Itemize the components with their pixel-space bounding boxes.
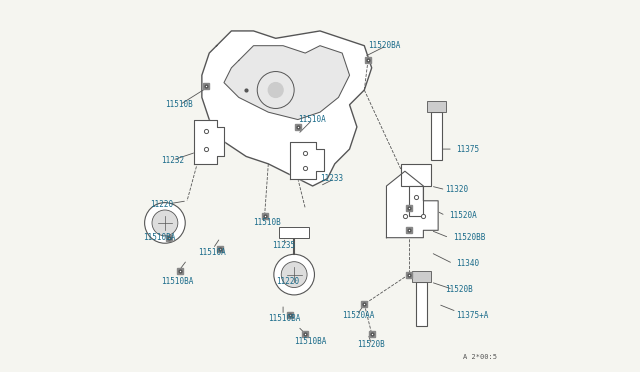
Circle shape	[152, 210, 178, 236]
Text: 11510BA: 11510BA	[294, 337, 326, 346]
Text: 11510A: 11510A	[298, 115, 326, 124]
Polygon shape	[412, 271, 431, 282]
Polygon shape	[401, 164, 431, 186]
Text: 11520AA: 11520AA	[342, 311, 374, 320]
Text: 11510BA: 11510BA	[161, 278, 194, 286]
Text: 11233: 11233	[320, 174, 343, 183]
Circle shape	[281, 262, 307, 288]
Polygon shape	[408, 186, 424, 215]
Text: 11510BA: 11510BA	[143, 233, 175, 242]
Text: 11232: 11232	[161, 155, 184, 165]
Text: 11320: 11320	[445, 185, 468, 194]
Circle shape	[268, 83, 283, 97]
Text: A 2*00:5: A 2*00:5	[463, 353, 497, 359]
Polygon shape	[195, 119, 224, 164]
Polygon shape	[202, 31, 372, 186]
Text: 11510A: 11510A	[198, 248, 226, 257]
Text: 11220: 11220	[276, 278, 299, 286]
Text: 11520A: 11520A	[449, 211, 477, 220]
Polygon shape	[291, 142, 324, 179]
Polygon shape	[431, 112, 442, 160]
Text: 11520BA: 11520BA	[368, 41, 401, 50]
Polygon shape	[387, 171, 438, 238]
Text: 11375: 11375	[456, 145, 480, 154]
Circle shape	[274, 254, 314, 295]
Polygon shape	[427, 101, 445, 112]
Polygon shape	[224, 46, 349, 119]
Text: 11520B: 11520B	[445, 285, 474, 294]
Text: 11510BA: 11510BA	[268, 314, 301, 323]
Text: 11510B: 11510B	[253, 218, 282, 227]
Text: 11220: 11220	[150, 200, 173, 209]
Circle shape	[145, 203, 185, 243]
Polygon shape	[280, 227, 309, 238]
Text: 11375+A: 11375+A	[456, 311, 489, 320]
Text: 11520BB: 11520BB	[453, 233, 485, 242]
Text: 11520B: 11520B	[357, 340, 385, 349]
Text: 11340: 11340	[456, 259, 480, 268]
Text: 11235: 11235	[272, 241, 295, 250]
Polygon shape	[416, 282, 427, 326]
Text: 11510B: 11510B	[165, 100, 193, 109]
